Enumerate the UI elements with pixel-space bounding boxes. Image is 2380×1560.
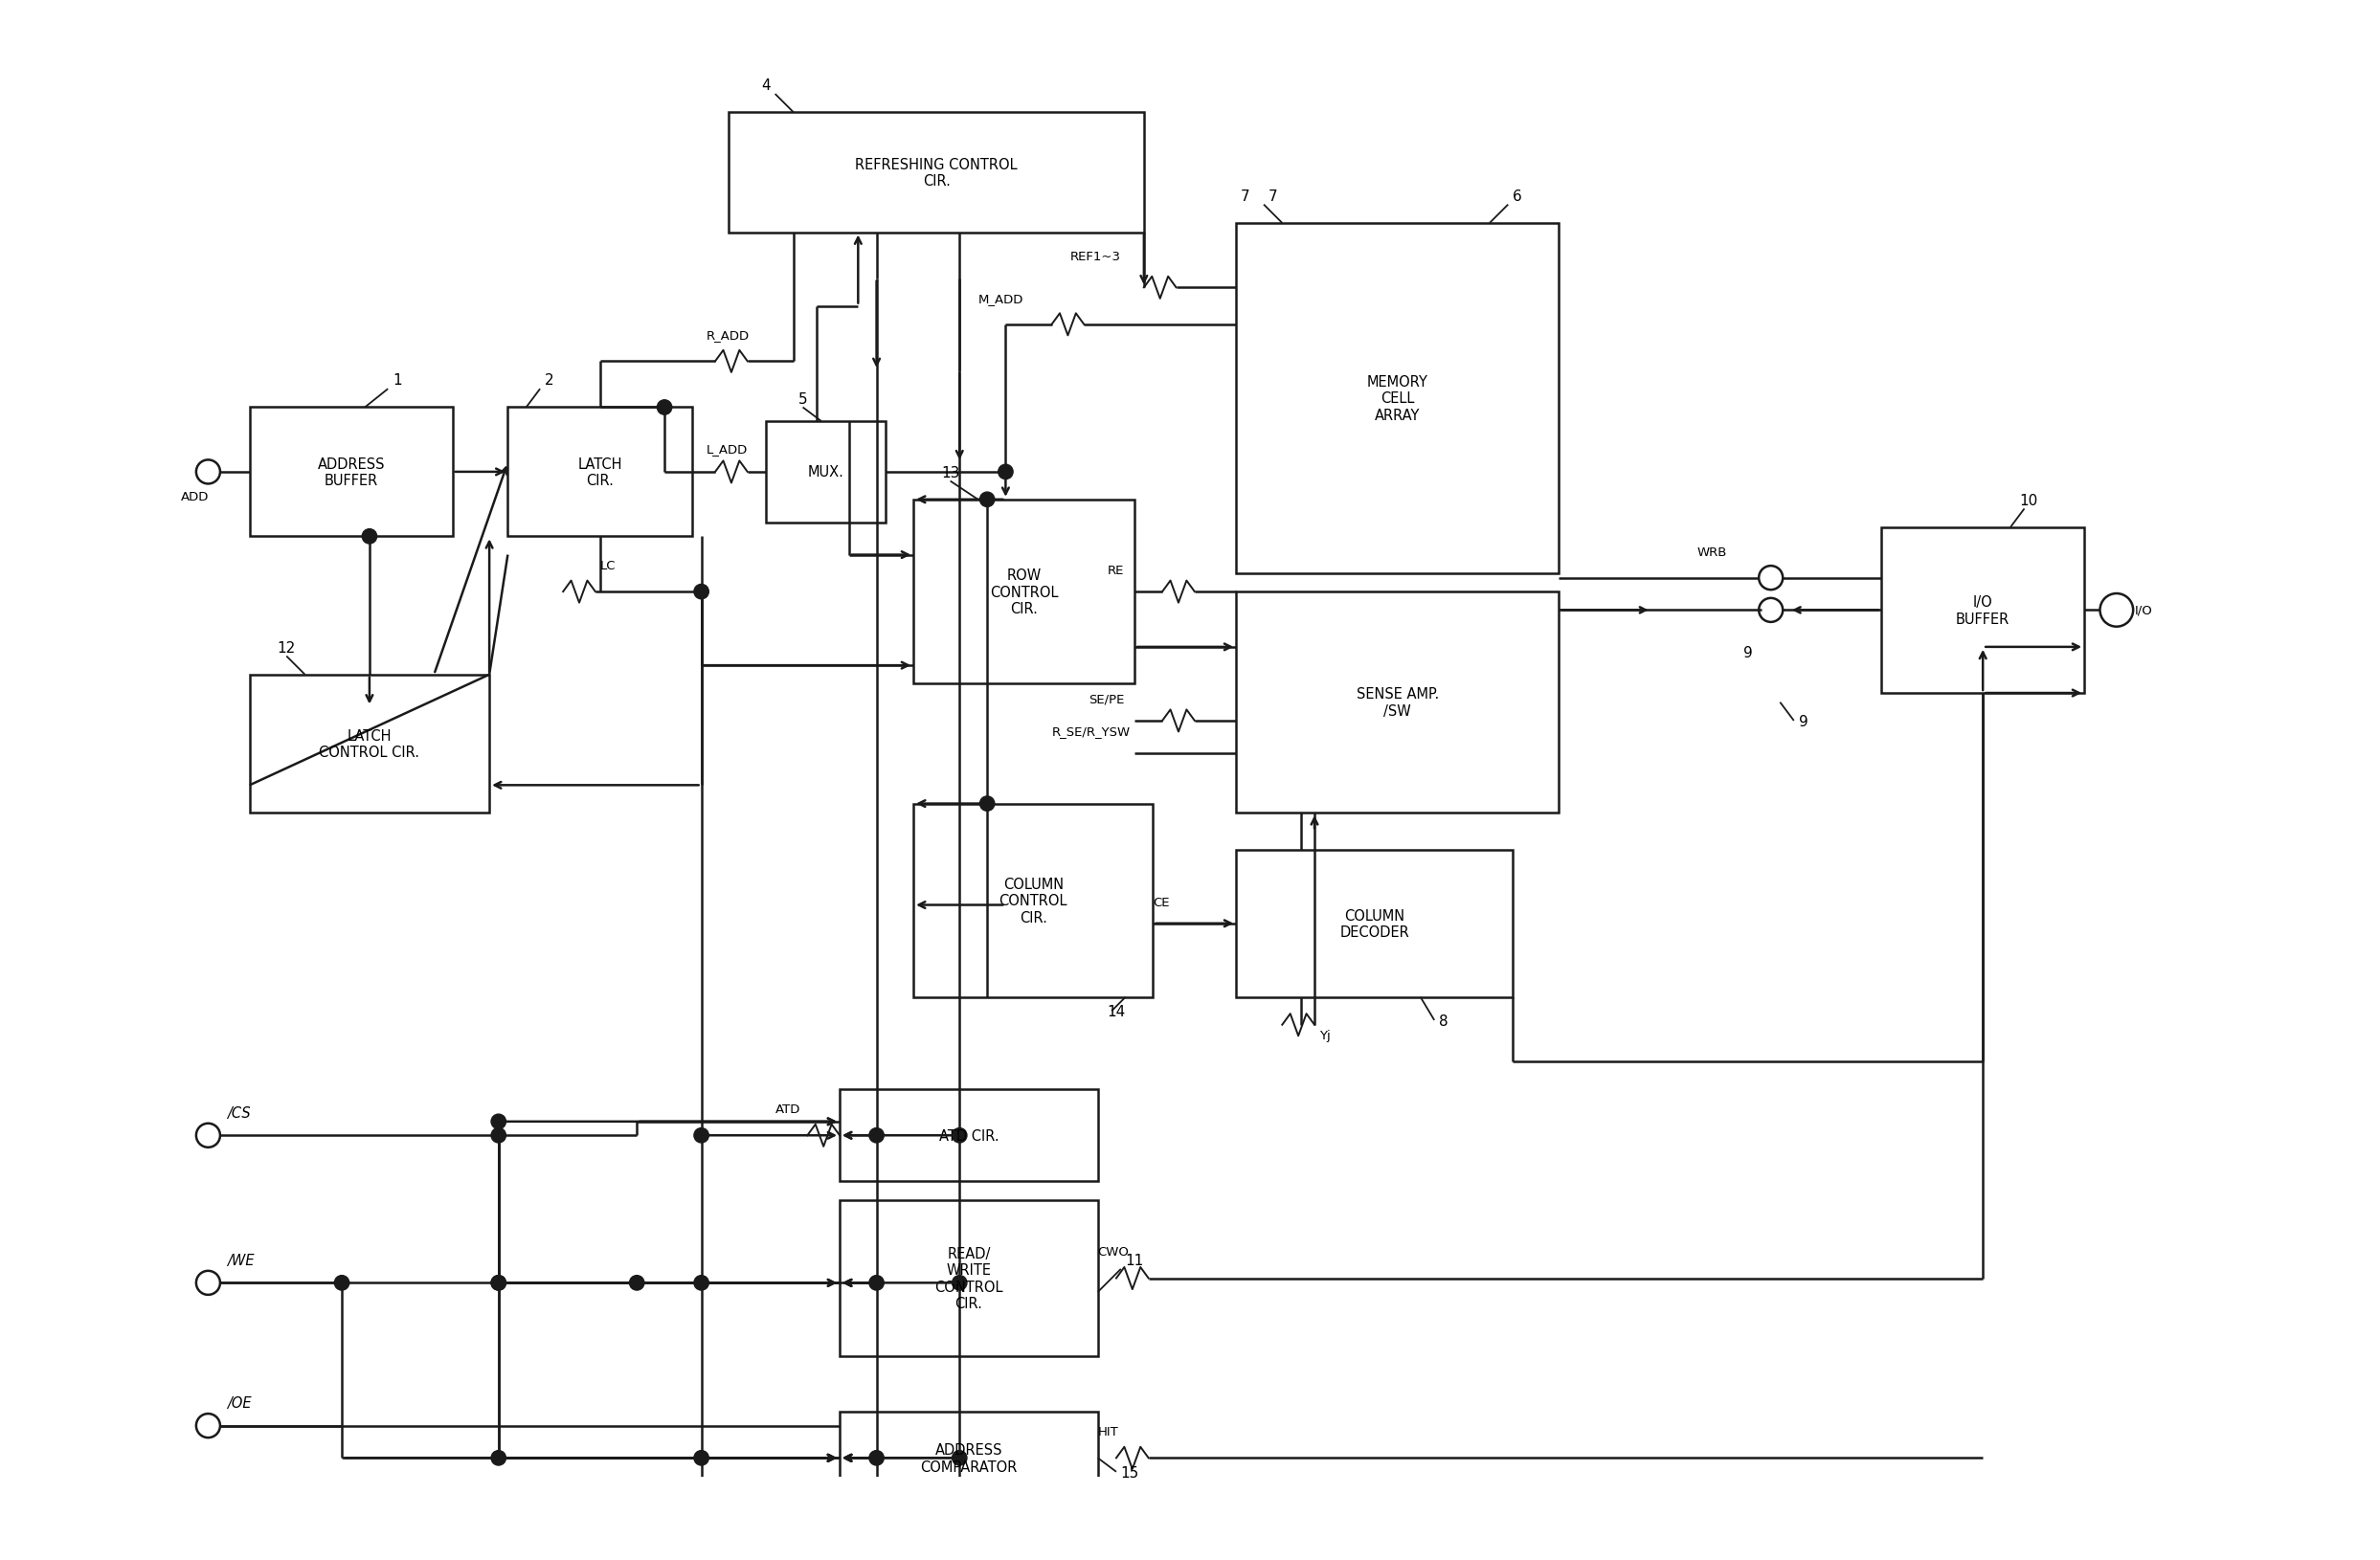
Circle shape [490,1276,507,1290]
Text: 7: 7 [1240,189,1250,203]
Text: REF1~3: REF1~3 [1071,251,1121,264]
Text: 9: 9 [1742,646,1752,660]
Text: Yj: Yj [1319,1030,1330,1042]
Bar [914,501,1135,685]
Circle shape [869,1276,883,1290]
Text: 1: 1 [393,373,402,388]
Text: R_SE/R_YSW: R_SE/R_YSW [1052,725,1130,738]
Text: /OE: /OE [226,1396,252,1410]
Text: ATD: ATD [776,1103,800,1115]
Text: 14: 14 [1107,1005,1126,1019]
Text: LATCH
CIR.: LATCH CIR. [578,457,621,488]
Text: MEMORY
CELL
ARRAY: MEMORY CELL ARRAY [1366,374,1428,423]
Text: CWO: CWO [1097,1246,1128,1259]
Bar [250,407,452,537]
Circle shape [695,1276,709,1290]
Bar [507,407,693,537]
Text: COLUMN
DECODER: COLUMN DECODER [1340,908,1409,939]
Text: HIT: HIT [1097,1426,1119,1438]
Circle shape [362,529,376,544]
Text: 15: 15 [1121,1465,1140,1479]
Text: ADD: ADD [181,490,209,502]
Circle shape [952,1451,966,1465]
Circle shape [952,1128,966,1143]
Text: ADDRESS
BUFFER: ADDRESS BUFFER [317,457,386,488]
Circle shape [981,493,995,507]
Circle shape [869,1451,883,1465]
Text: M_ADD: M_ADD [978,292,1023,304]
Text: ADDRESS
COMPARATOR: ADDRESS COMPARATOR [921,1443,1016,1474]
Bar [1883,527,2085,694]
Circle shape [490,1128,507,1143]
Text: /WE: /WE [226,1253,255,1267]
Text: 11: 11 [1126,1253,1145,1267]
Text: SE/PE: SE/PE [1088,693,1123,705]
Bar [840,1089,1097,1181]
Text: 5: 5 [797,392,807,406]
Circle shape [997,465,1014,480]
Text: 13: 13 [940,465,959,480]
Bar [250,675,490,813]
Circle shape [628,1276,645,1290]
Text: WRB: WRB [1697,546,1728,558]
Text: 12: 12 [278,641,295,655]
Bar [840,1200,1097,1357]
Circle shape [981,797,995,811]
Text: ATD CIR.: ATD CIR. [938,1128,1000,1143]
Text: 4: 4 [762,78,771,94]
Text: 9: 9 [1799,714,1809,729]
Text: ROW
CONTROL
CIR.: ROW CONTROL CIR. [990,568,1059,616]
Text: REFRESHING CONTROL
CIR.: REFRESHING CONTROL CIR. [854,158,1019,189]
Text: 10: 10 [2021,493,2037,507]
Circle shape [695,585,709,599]
Text: 2: 2 [545,373,555,388]
Circle shape [490,1114,507,1129]
Circle shape [336,1276,350,1290]
Text: READ/
WRITE
CONTROL
CIR.: READ/ WRITE CONTROL CIR. [935,1246,1002,1310]
Text: R_ADD: R_ADD [707,329,750,342]
Circle shape [952,1276,966,1290]
Text: L_ADD: L_ADD [707,443,747,456]
Bar [840,1412,1097,1504]
Text: 6: 6 [1514,189,1523,203]
Circle shape [490,1276,507,1290]
Text: COLUMN
CONTROL
CIR.: COLUMN CONTROL CIR. [1000,877,1069,925]
Text: I/O
BUFFER: I/O BUFFER [1956,594,2009,626]
Circle shape [657,401,671,415]
Text: LC: LC [600,560,616,573]
Bar [728,114,1145,232]
Text: LATCH
CONTROL CIR.: LATCH CONTROL CIR. [319,729,419,760]
Text: RE: RE [1107,565,1123,577]
Text: I/O: I/O [2135,604,2154,616]
Text: CE: CE [1154,895,1171,908]
Bar [1235,223,1559,574]
Text: SENSE AMP.
/SW: SENSE AMP. /SW [1357,688,1440,718]
Text: /CS: /CS [226,1106,250,1120]
Circle shape [695,1128,709,1143]
Circle shape [695,1451,709,1465]
Text: 7: 7 [1269,189,1278,203]
Bar [1235,593,1559,813]
Text: 8: 8 [1440,1014,1447,1028]
Circle shape [490,1451,507,1465]
Circle shape [869,1128,883,1143]
Text: MUX.: MUX. [807,465,845,479]
Bar [914,803,1154,997]
Bar [1235,850,1514,997]
Bar [766,421,885,523]
